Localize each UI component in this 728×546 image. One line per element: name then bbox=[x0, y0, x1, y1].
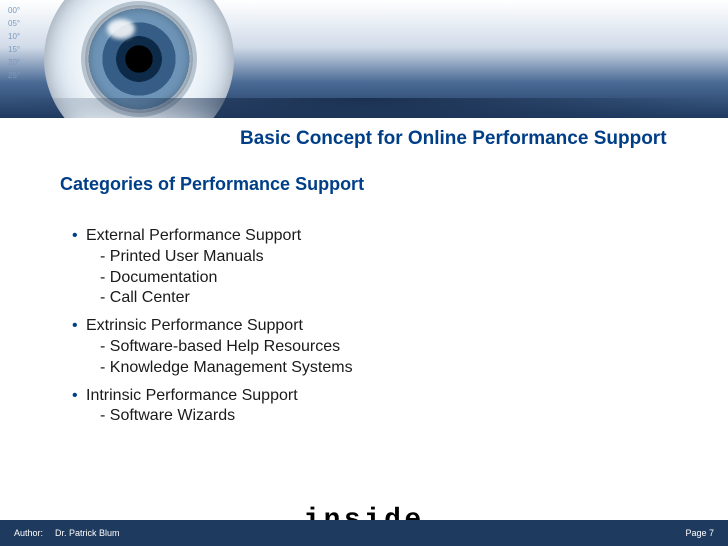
eye-iris-icon bbox=[85, 5, 193, 113]
list-item: Intrinsic Performance Support - Software… bbox=[72, 386, 688, 428]
list-item: Extrinsic Performance Support - Software… bbox=[72, 316, 688, 378]
list-item-sub: - Call Center bbox=[86, 288, 688, 309]
list-item-sub: - Documentation bbox=[86, 268, 688, 289]
list-item-heading: Intrinsic Performance Support bbox=[86, 387, 298, 404]
angle-mark: 05° bbox=[8, 17, 20, 30]
footer-page-label: Page 7 bbox=[685, 528, 714, 538]
angle-mark: 15° bbox=[8, 43, 20, 56]
footer-author-label: Author: bbox=[14, 528, 43, 538]
list-item-sub: - Software Wizards bbox=[86, 406, 688, 427]
angle-mark: 00° bbox=[8, 4, 20, 17]
body-list: External Performance Support - Printed U… bbox=[72, 226, 688, 434]
list-item-sub: - Knowledge Management Systems bbox=[86, 358, 688, 379]
angle-mark: 20° bbox=[8, 56, 20, 69]
footer-author-name: Dr. Patrick Blum bbox=[55, 528, 120, 538]
eye-graphic bbox=[44, 0, 234, 118]
angle-marks: 00° 05° 10° 15° 20° 25° bbox=[8, 4, 20, 82]
slide-title: Basic Concept for Online Performance Sup… bbox=[240, 128, 714, 151]
angle-mark: 25° bbox=[8, 69, 20, 82]
section-heading: Categories of Performance Support bbox=[60, 174, 364, 195]
list-item-heading: External Performance Support bbox=[86, 227, 301, 244]
list-item-heading: Extrinsic Performance Support bbox=[86, 317, 303, 334]
footer-band: Author: Dr. Patrick Blum Page 7 bbox=[0, 520, 728, 546]
list-item-sub: - Software-based Help Resources bbox=[86, 337, 688, 358]
list-item: External Performance Support - Printed U… bbox=[72, 226, 688, 309]
list-item-sub: - Printed User Manuals bbox=[86, 247, 688, 268]
header-band: 00° 05° 10° 15° 20° 25° bbox=[0, 0, 728, 118]
angle-mark: 10° bbox=[8, 30, 20, 43]
